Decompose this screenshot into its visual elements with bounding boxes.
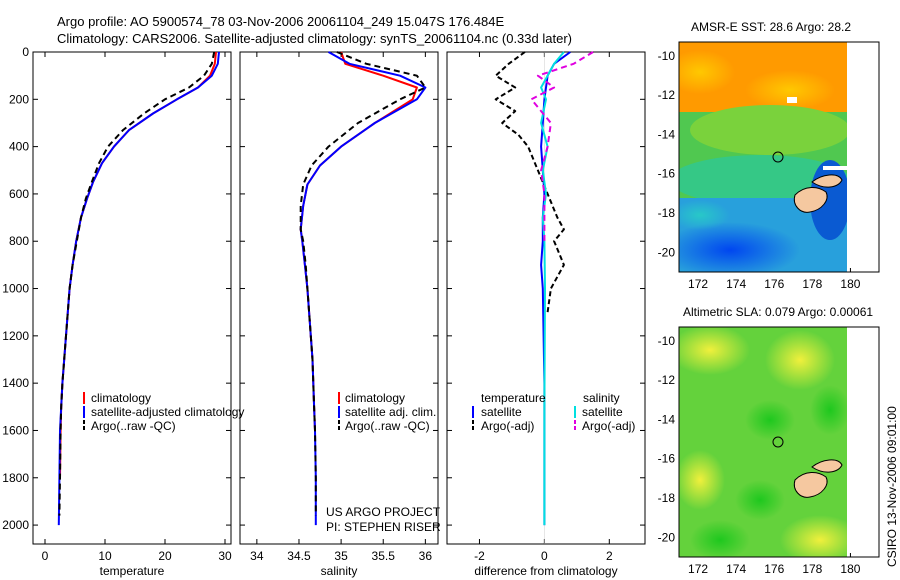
map-x-tick-label: 178	[802, 277, 822, 291]
map-y-tick-label: -18	[658, 206, 676, 220]
salinity-plot-frame	[239, 51, 439, 545]
x-axis-label: salinity	[321, 564, 358, 578]
temperature-legend: climatology satellite-adjusted climatolo…	[83, 391, 244, 433]
header-title: Argo profile: AO 5900574_78 03-Nov-2006 …	[57, 14, 505, 29]
x-axis-label: difference from climatology	[474, 564, 617, 578]
map-y-tick-label: -10	[658, 49, 676, 63]
x-tick-label: 30	[218, 549, 232, 563]
series-line	[299, 51, 427, 516]
series-line	[494, 51, 565, 313]
map-y-tick-label: -18	[658, 491, 676, 505]
y-tick-label: 1200	[2, 329, 29, 343]
legend-label-temp-argo: Argo(-adj)	[481, 419, 534, 433]
map-y-tick-label: -12	[658, 373, 676, 387]
map-x-tick-label: 176	[764, 562, 784, 576]
legend-label-sal-satellite: satellite	[582, 405, 623, 419]
y-tick-label: 1800	[2, 471, 29, 485]
x-tick-label: 0	[42, 549, 49, 563]
map-x-tick-label: 174	[726, 562, 746, 576]
y-tick-label: 0	[22, 45, 29, 59]
map-y-tick-label: -16	[658, 167, 676, 181]
map-x-tick-label: 180	[840, 562, 860, 576]
map-y-tick-label: -10	[658, 334, 676, 348]
sst-map-frame	[678, 41, 880, 273]
legend-label-temp-satellite: satellite	[481, 405, 522, 419]
y-tick-label: 1400	[2, 376, 29, 390]
legend-label-satellite: satellite adj. clim.	[345, 405, 436, 419]
sst-map: AMSR-E SST: 28.6 Argo: 28.2	[678, 20, 880, 273]
y-tick-label: 600	[9, 187, 29, 201]
temperature-plot-frame	[32, 51, 232, 545]
x-tick-label: 20	[158, 549, 172, 563]
map-x-tick-label: 174	[726, 277, 746, 291]
map-y-tick-label: -14	[658, 412, 676, 426]
x-tick-label: 2	[606, 549, 613, 563]
credit-project: US ARGO PROJECT	[326, 505, 441, 519]
map-x-tick-label: 172	[688, 277, 708, 291]
map-x-tick-label: 172	[688, 562, 708, 576]
sla-map-frame	[678, 326, 880, 558]
x-tick-label: 35	[334, 549, 348, 563]
y-tick-label: 200	[9, 92, 29, 106]
x-tick-label: 10	[98, 549, 112, 563]
x-tick-label: -2	[474, 549, 485, 563]
legend-label-argo: Argo(..raw -QC)	[91, 419, 176, 433]
map-x-tick-label: 180	[840, 277, 860, 291]
legend-label-argo: Argo(..raw -QC)	[345, 419, 430, 433]
x-tick-label: 34.5	[287, 549, 311, 563]
x-axis-label: temperature	[100, 564, 165, 578]
difference-plot-frame	[446, 51, 646, 545]
x-tick-label: 34	[250, 549, 264, 563]
series-line	[530, 51, 594, 242]
series-line	[57, 51, 220, 526]
series-line	[299, 51, 427, 526]
credit-pi: PI: STEPHEN RISER	[326, 520, 441, 534]
legend-title-salinity: salinity	[583, 391, 620, 405]
difference-legend: temperature salinity satellite Argo(-adj…	[472, 391, 635, 433]
y-tick-label: 800	[9, 234, 29, 248]
series-line	[58, 51, 216, 516]
map-y-tick-label: -16	[658, 452, 676, 466]
y-tick-label: 1000	[2, 282, 29, 296]
map-y-tick-label: -14	[658, 127, 676, 141]
sst-map-title: AMSR-E SST: 28.6 Argo: 28.2	[691, 20, 851, 34]
x-tick-label: 36	[419, 549, 433, 563]
legend-title-temperature: temperature	[481, 391, 546, 405]
sla-map: Altimetric SLA: 0.079 Argo: 0.00061	[678, 305, 880, 558]
header-subtitle: Climatology: CARS2006. Satellite-adjuste…	[57, 31, 572, 46]
x-tick-label: 0	[541, 549, 548, 563]
legend-label-climatology: climatology	[91, 391, 151, 405]
map-x-tick-label: 176	[764, 277, 784, 291]
legend-label-satellite: satellite-adjusted climatology	[91, 405, 244, 419]
map-y-tick-label: -20	[658, 530, 676, 544]
map-y-tick-label: -20	[658, 245, 676, 259]
legend-label-sal-argo: Argo(-adj)	[582, 419, 635, 433]
csiro-timestamp: CSIRO 13-Nov-2006 09:01:00	[885, 406, 899, 567]
map-x-tick-label: 178	[802, 562, 822, 576]
y-tick-label: 1600	[2, 423, 29, 437]
sla-map-title: Altimetric SLA: 0.079 Argo: 0.00061	[683, 305, 873, 319]
salinity-legend: climatology satellite adj. clim. Argo(..…	[326, 391, 441, 534]
y-tick-label: 2000	[2, 518, 29, 532]
y-tick-label: 400	[9, 140, 29, 154]
x-tick-label: 35.5	[372, 549, 396, 563]
map-y-tick-label: -12	[658, 88, 676, 102]
legend-label-climatology: climatology	[345, 391, 405, 405]
